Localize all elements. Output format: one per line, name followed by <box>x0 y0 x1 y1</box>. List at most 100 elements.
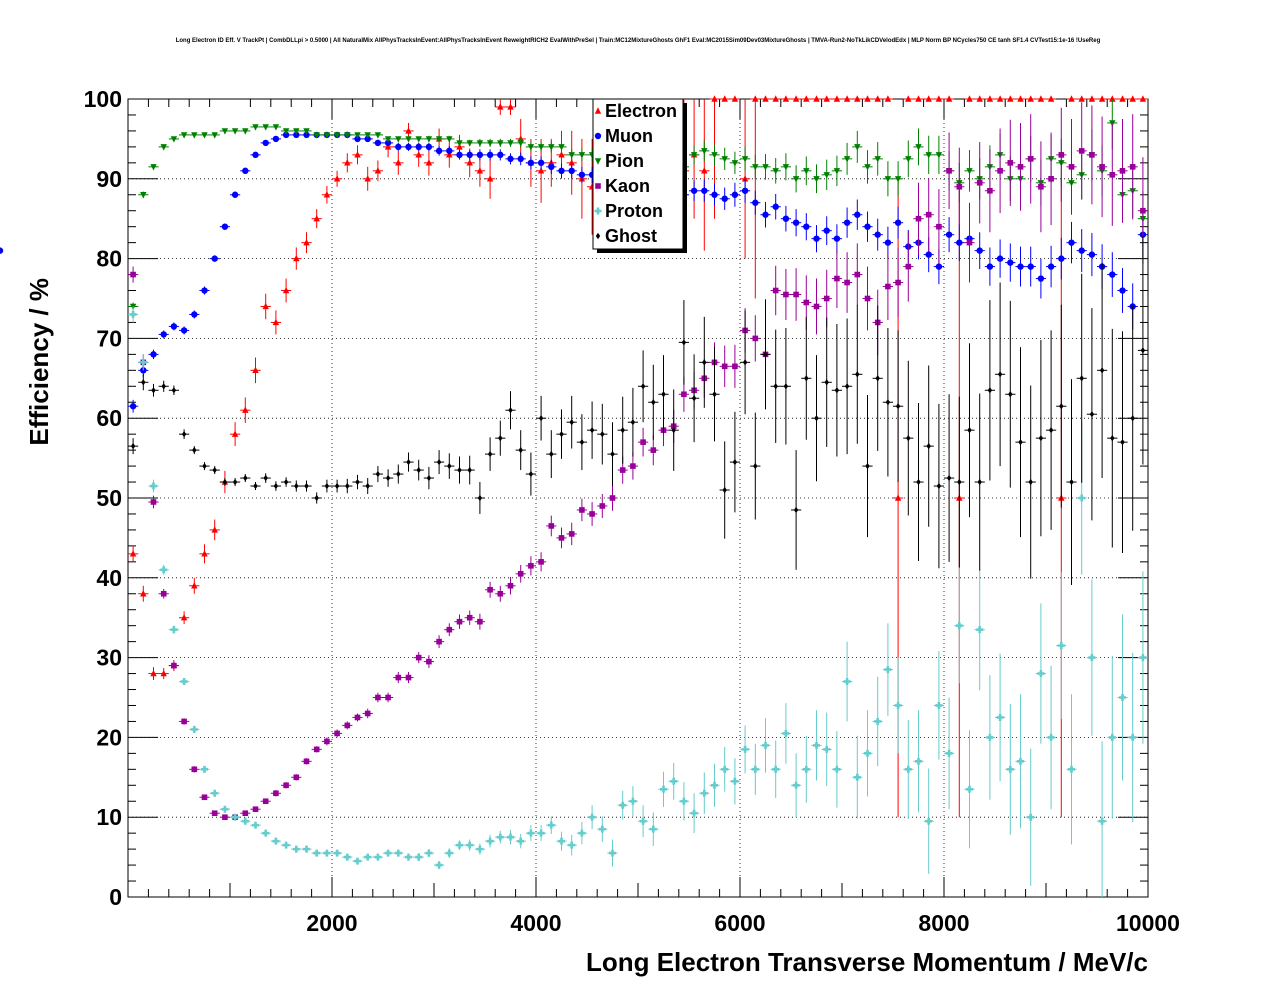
proton-point <box>649 825 657 833</box>
proton-point <box>354 857 362 865</box>
pion-point <box>741 156 749 163</box>
ghost-point <box>773 383 778 390</box>
kaon-point <box>997 168 1003 174</box>
electron-point <box>945 95 953 102</box>
proton-point <box>853 773 861 781</box>
kaon-point <box>426 658 432 665</box>
kaon-point <box>885 283 891 290</box>
ghost-point <box>232 478 238 486</box>
pion-point <box>395 136 402 143</box>
proton-point <box>588 813 596 821</box>
electron-point <box>792 95 800 102</box>
proton-point <box>568 841 576 849</box>
kaon-point <box>1027 156 1034 162</box>
pion-point <box>894 176 902 183</box>
ghost-point <box>763 351 768 358</box>
ghost-point <box>906 434 911 442</box>
ghost-point <box>620 426 625 434</box>
x-axis-tick-labels: 2000 4000 6000 8000 10000 <box>306 910 1180 936</box>
proton-point <box>251 821 259 829</box>
ghost-point <box>457 466 462 474</box>
ghost-point <box>130 442 136 450</box>
pion-point <box>578 152 586 159</box>
proton-point <box>313 849 321 857</box>
pion-point <box>415 136 422 143</box>
pion-point <box>884 176 892 183</box>
pion-point <box>170 136 178 143</box>
ghost-point <box>824 379 829 386</box>
proton-point <box>527 829 535 837</box>
ghost-point <box>946 474 952 482</box>
ghost-point <box>1110 434 1115 442</box>
ghost-point <box>997 371 1003 378</box>
muon-point <box>395 143 402 151</box>
legend-marker-proton <box>594 207 602 215</box>
ghost-point <box>324 482 330 490</box>
muon-point <box>558 167 565 175</box>
ghost-point <box>498 434 503 442</box>
proton-point <box>476 845 484 853</box>
ghost-point <box>814 415 819 422</box>
electron-point <box>803 95 810 102</box>
proton-point <box>486 837 494 845</box>
pion-point <box>925 152 932 159</box>
proton-point <box>935 701 943 709</box>
ghost-point <box>161 383 166 390</box>
pion-point <box>690 152 698 159</box>
pion-point <box>782 164 790 171</box>
ghost-point <box>141 379 146 386</box>
pion-point <box>446 136 453 143</box>
muon-point <box>843 219 851 226</box>
ghost-point <box>834 387 840 394</box>
ghost-point <box>875 375 880 382</box>
pion-point <box>874 156 881 163</box>
ghost-point <box>600 430 605 438</box>
proton-point <box>292 845 300 853</box>
proton-point <box>945 749 953 757</box>
electron-point <box>1037 95 1045 102</box>
proton-point <box>384 849 392 857</box>
pion-point <box>864 164 871 171</box>
kaon-point <box>252 806 259 813</box>
electron-point <box>925 95 932 102</box>
y-tick-label: 80 <box>96 246 122 272</box>
ghost-point <box>375 470 381 478</box>
ghost-point <box>589 426 595 434</box>
muon-point <box>792 219 800 226</box>
muon-point <box>497 151 504 159</box>
kaon-point <box>385 694 391 701</box>
proton-point <box>751 765 759 773</box>
y-tick-label: 0 <box>109 884 122 910</box>
ghost-point <box>334 482 340 490</box>
muon-point <box>466 151 473 159</box>
pion-point <box>252 124 259 131</box>
y-tick-label: 60 <box>96 405 122 431</box>
kaon-point <box>558 535 565 541</box>
proton-point <box>180 678 188 686</box>
electron-point <box>721 95 728 102</box>
muon-point <box>191 311 198 318</box>
muon-point <box>956 239 963 246</box>
proton-point <box>374 853 382 861</box>
muon-point <box>527 159 535 167</box>
kaon-point <box>344 722 351 729</box>
legend-label-pion: Pion <box>605 151 644 171</box>
proton-point <box>241 817 249 825</box>
kaon-point <box>375 694 381 701</box>
kaon-point <box>721 363 728 370</box>
kaon-point <box>619 467 626 473</box>
ghost-point <box>732 458 738 466</box>
proton-point <box>792 781 800 789</box>
legend-box <box>592 98 684 250</box>
ghost-point <box>691 395 697 402</box>
data-series <box>0 95 1148 897</box>
kaon-point <box>813 303 820 310</box>
ghost-point <box>1089 411 1095 418</box>
proton-point <box>343 853 351 861</box>
proton-point <box>731 777 739 785</box>
muon-point <box>231 191 239 198</box>
ghost-point <box>508 407 513 414</box>
x-tick-label: 4000 <box>510 910 561 936</box>
kaon-point <box>956 183 963 190</box>
